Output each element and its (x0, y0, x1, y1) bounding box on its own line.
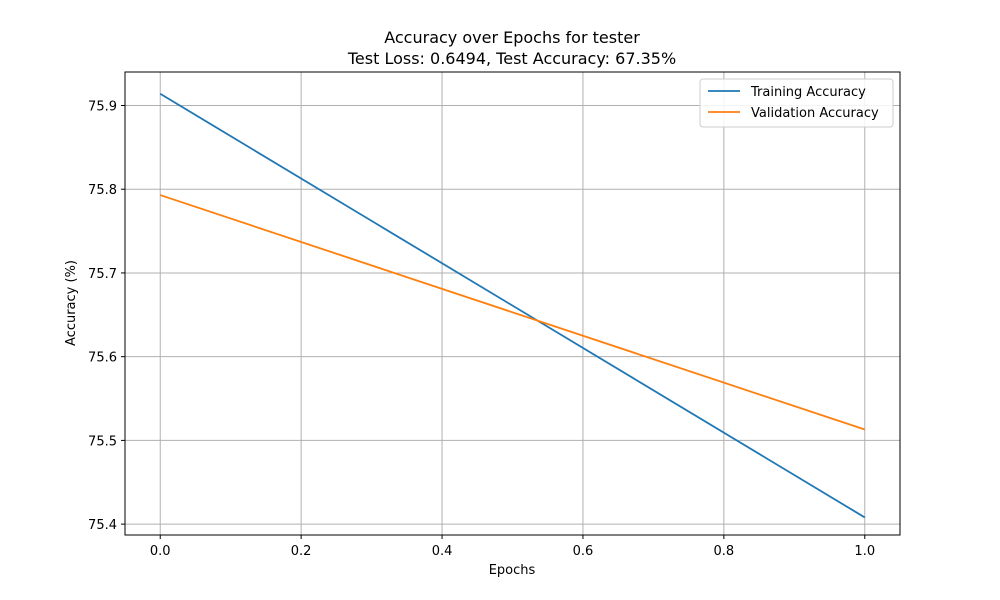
plot-area (124, 71, 901, 536)
legend: Training Accuracy Validation Accuracy (699, 78, 894, 128)
y-tick-label: 75.6 (88, 351, 117, 366)
chart-subtitle: Test Loss: 0.6494, Test Accuracy: 67.35% (347, 49, 676, 68)
x-axis-label: Epochs (489, 563, 536, 578)
chart-title: Accuracy over Epochs for tester (384, 28, 640, 47)
y-tick-label: 75.8 (88, 183, 117, 198)
y-axis-label: Accuracy (%) (64, 260, 79, 346)
y-tick-label: 75.7 (88, 267, 117, 282)
x-tick-label: 0.0 (150, 544, 171, 559)
legend-label: Validation Accuracy (751, 106, 879, 121)
x-tick-label: 1.0 (854, 544, 875, 559)
y-tick-label: 75.5 (88, 434, 117, 449)
x-tick-label: 0.6 (573, 544, 594, 559)
validation-accuracy-line (159, 194, 866, 431)
training-accuracy-line (159, 92, 866, 519)
x-tick-label: 0.8 (714, 544, 735, 559)
y-tick-label: 75.4 (88, 518, 117, 533)
grid (125, 72, 900, 535)
x-tick-label: 0.4 (432, 544, 453, 559)
series-lines (159, 92, 866, 519)
legend-box (699, 78, 894, 128)
y-tick-label: 75.9 (88, 99, 117, 114)
axis-ticks: 0.0 0.2 0.4 0.6 0.8 1.0 75.4 75.5 75.6 75.7 75.8 75… (88, 99, 875, 559)
legend-label: Training Accuracy (750, 85, 866, 100)
x-tick-label: 0.2 (291, 544, 312, 559)
